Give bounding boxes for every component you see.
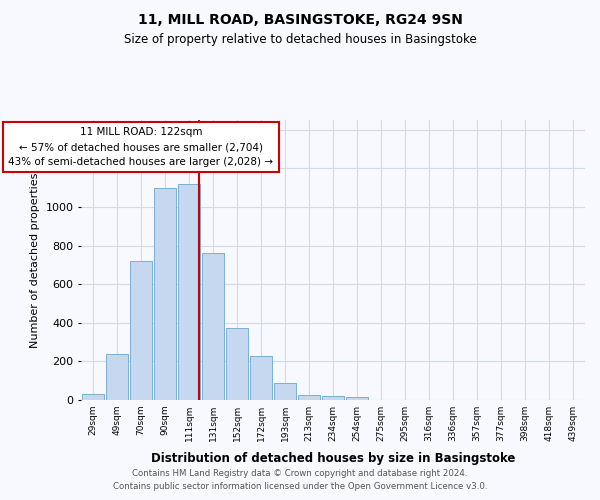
Bar <box>154 188 176 400</box>
Bar <box>178 184 200 400</box>
Bar <box>226 328 248 400</box>
Text: Size of property relative to detached houses in Basingstoke: Size of property relative to detached ho… <box>124 32 476 46</box>
Bar <box>82 394 104 400</box>
Bar <box>250 356 272 400</box>
Text: 11, MILL ROAD, BASINGSTOKE, RG24 9SN: 11, MILL ROAD, BASINGSTOKE, RG24 9SN <box>137 12 463 26</box>
Bar <box>202 253 224 400</box>
Y-axis label: Number of detached properties: Number of detached properties <box>29 172 40 348</box>
Text: Contains public sector information licensed under the Open Government Licence v3: Contains public sector information licen… <box>113 482 487 491</box>
X-axis label: Distribution of detached houses by size in Basingstoke: Distribution of detached houses by size … <box>151 452 515 466</box>
Text: Contains HM Land Registry data © Crown copyright and database right 2024.: Contains HM Land Registry data © Crown c… <box>132 468 468 477</box>
Bar <box>106 354 128 400</box>
Bar <box>346 397 368 400</box>
Text: 11 MILL ROAD: 122sqm
← 57% of detached houses are smaller (2,704)
43% of semi-de: 11 MILL ROAD: 122sqm ← 57% of detached h… <box>8 127 274 167</box>
Bar <box>298 395 320 400</box>
Bar <box>322 396 344 400</box>
Bar <box>130 261 152 400</box>
Bar <box>274 382 296 400</box>
